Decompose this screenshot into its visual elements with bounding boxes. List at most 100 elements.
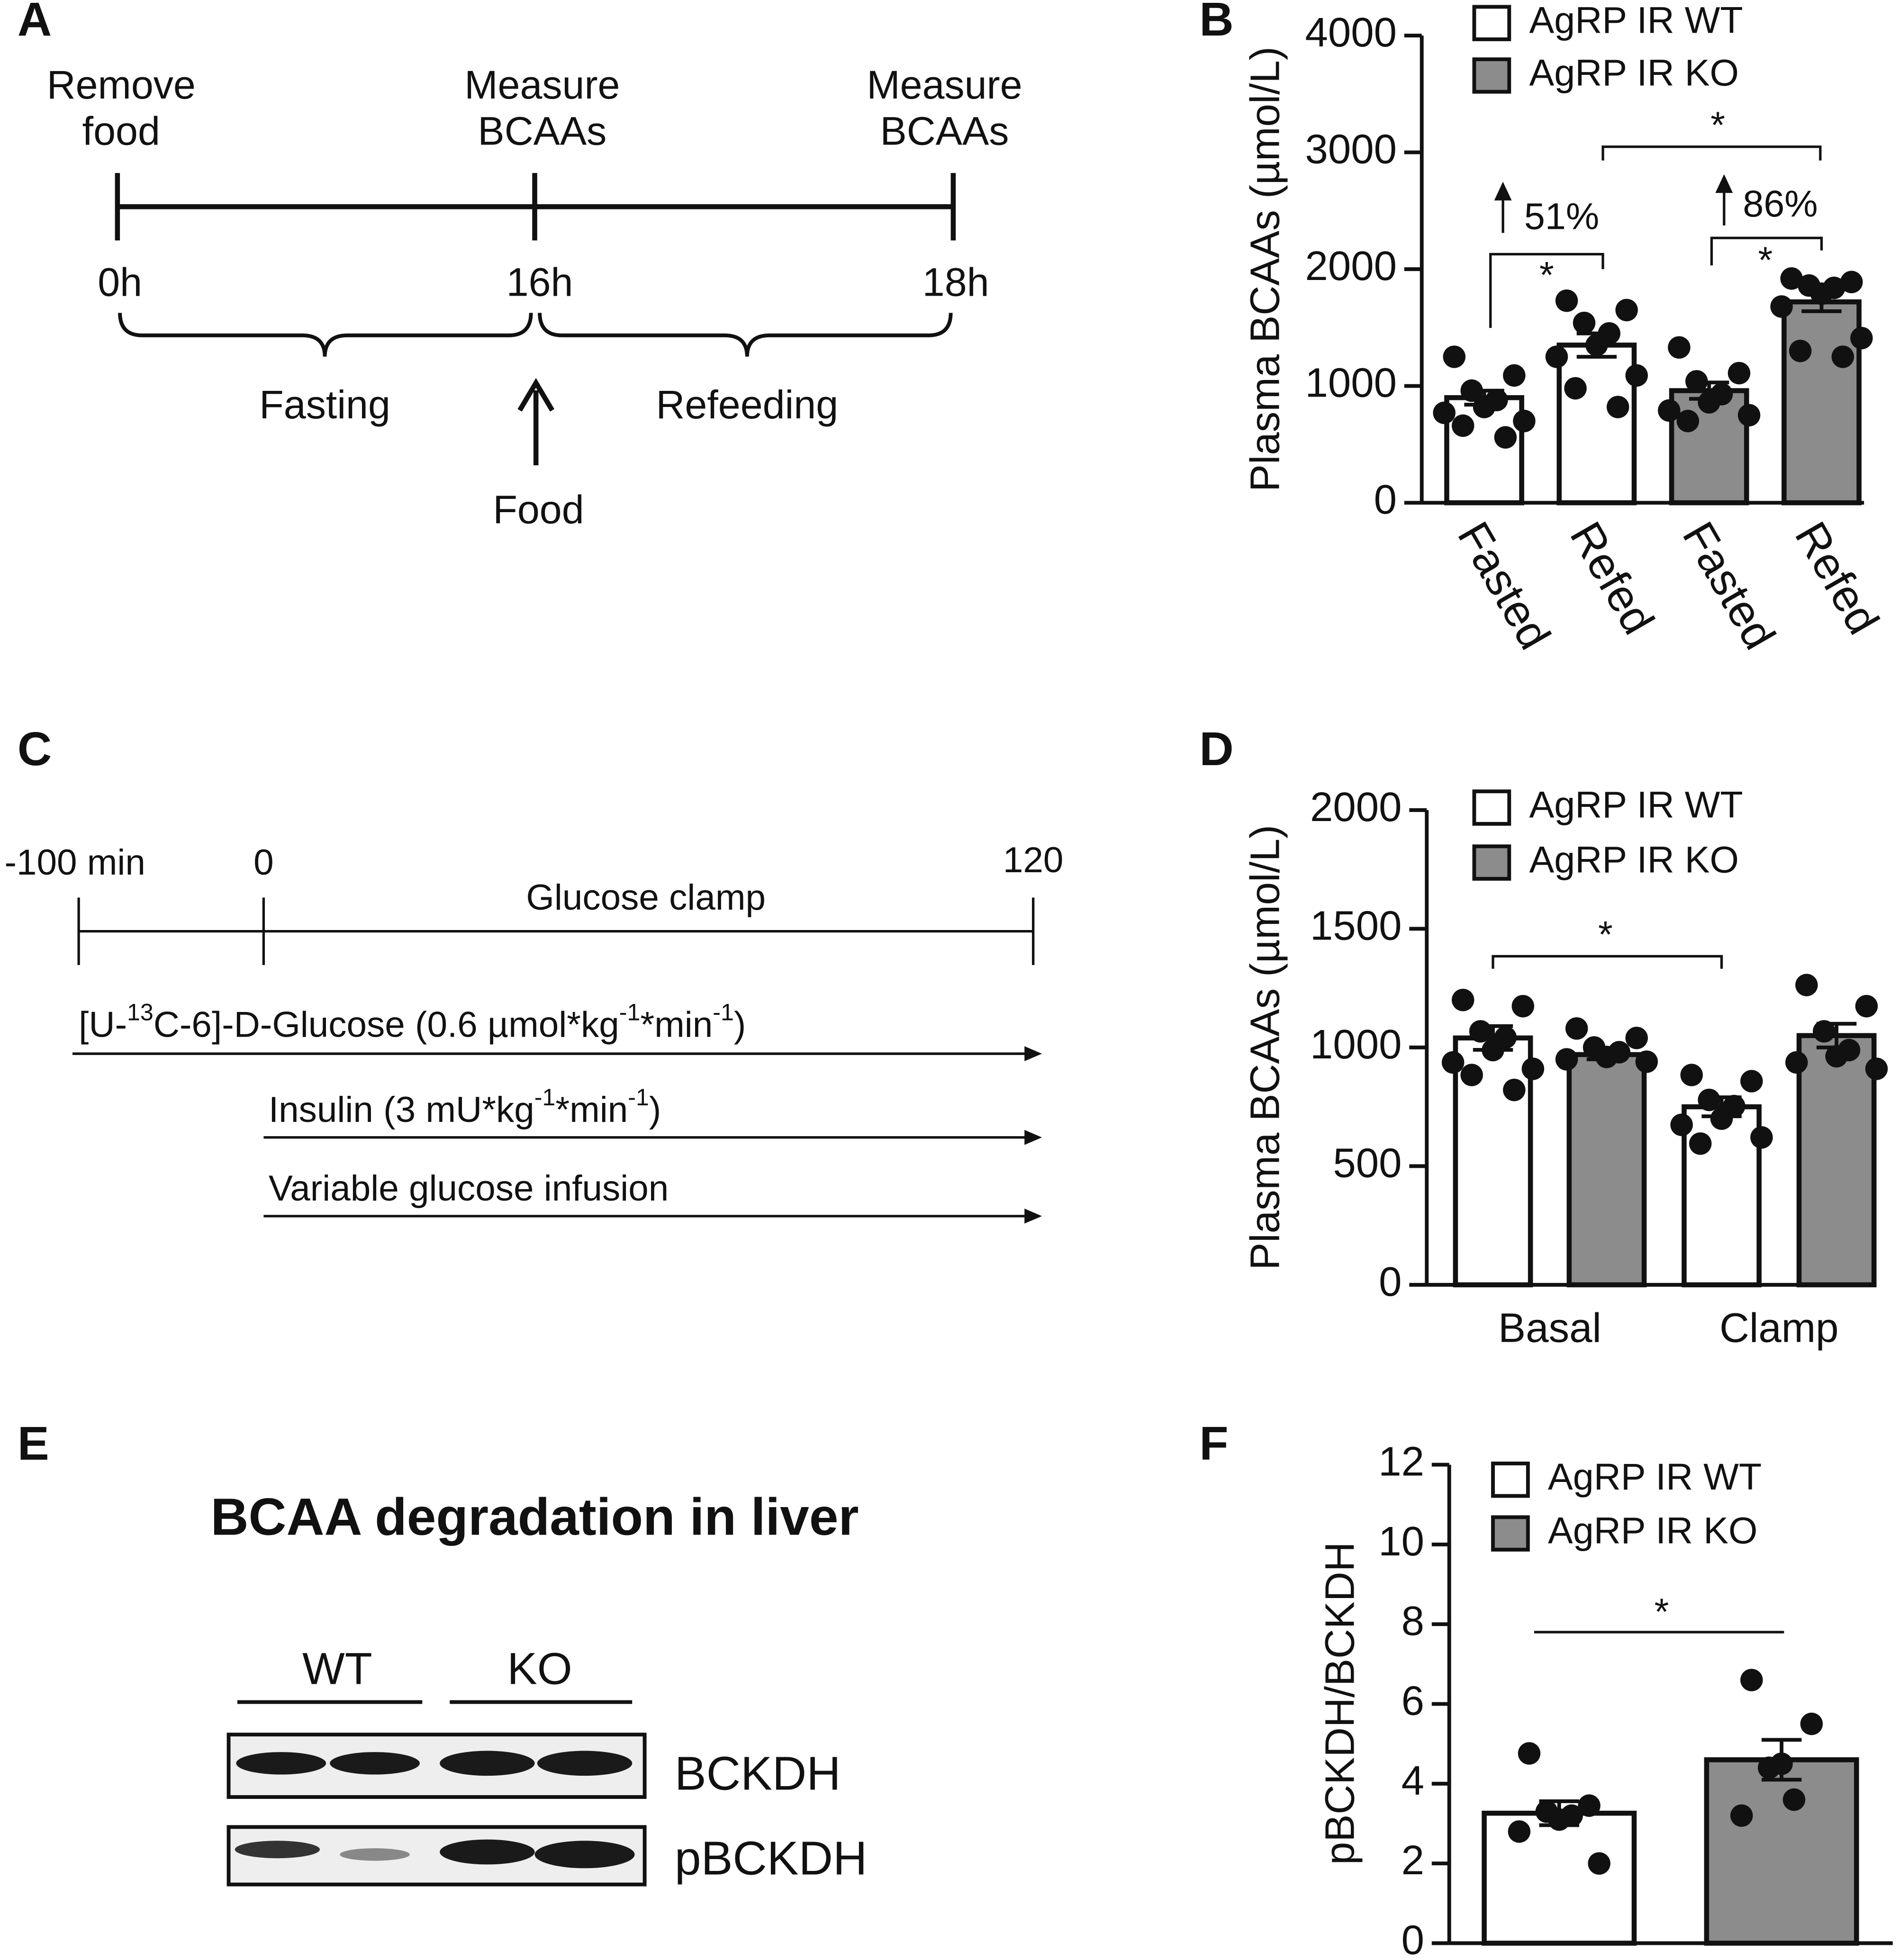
annotation: * — [1539, 253, 1554, 296]
legend-label: AgRP IR KO — [1548, 1509, 1758, 1552]
data-point — [1521, 1057, 1545, 1080]
panel-label: F — [1199, 1417, 1228, 1470]
y-tick-label: 4000 — [1305, 9, 1397, 55]
data-point — [1555, 1048, 1578, 1071]
time-label: 0 — [253, 842, 274, 883]
legend-label: AgRP IR KO — [1529, 839, 1739, 881]
y-tick-label: 12 — [1378, 1439, 1424, 1485]
event-label: BCAAs — [880, 109, 1009, 154]
data-point — [1740, 1669, 1763, 1691]
data-point — [1494, 426, 1517, 449]
timeline-a — [115, 173, 956, 466]
panel-label: A — [18, 0, 52, 46]
data-point — [1865, 1057, 1888, 1080]
phase-label: Refeeding — [656, 382, 839, 427]
data-point — [1635, 1050, 1658, 1073]
data-point — [1503, 364, 1526, 387]
group-label: WT — [302, 1644, 372, 1694]
panel-label: B — [1199, 0, 1233, 46]
arrow-head — [1494, 181, 1512, 201]
bar — [1682, 1104, 1762, 1288]
data-point — [1825, 1045, 1848, 1068]
data-point — [1670, 1113, 1693, 1136]
data-point — [1518, 1742, 1541, 1765]
blot-e: BCAA degradation in liver WT KO BCKDH pB… — [211, 1488, 867, 1887]
legend-label: AgRP IR WT — [1529, 0, 1743, 41]
label-part: ) — [734, 1005, 746, 1045]
data-point — [1795, 974, 1818, 996]
band — [537, 1751, 633, 1776]
legend-label: AgRP IR WT — [1529, 784, 1743, 826]
phase-label: Fasting — [259, 382, 390, 427]
bar — [1556, 343, 1637, 506]
y-tick-label: 2000 — [1310, 784, 1402, 830]
bracket — [1601, 145, 1822, 161]
data-point — [1789, 339, 1812, 362]
band — [236, 1752, 326, 1775]
bracket — [1492, 955, 1723, 969]
data-point — [1606, 396, 1629, 418]
legend-swatch — [1472, 789, 1511, 826]
data-point — [1689, 1132, 1712, 1155]
annotation: 86% — [1743, 182, 1818, 225]
data-point — [1433, 401, 1456, 425]
data-point — [1441, 1051, 1465, 1074]
data-point — [1460, 379, 1483, 402]
data-point — [1813, 1020, 1836, 1043]
data-point — [1840, 271, 1863, 293]
brace — [118, 313, 533, 357]
infusion-label: Variable glucose infusion — [269, 1168, 669, 1209]
annotation: * — [1758, 239, 1772, 281]
protocol-c-labels: -100 min 0 120 Glucose clamp [U-13C-6]-D… — [4, 840, 1063, 1209]
time-label: 120 — [1003, 840, 1064, 880]
data-point — [1511, 994, 1535, 1018]
y-tick-label: 2000 — [1305, 243, 1397, 289]
data-point — [1452, 414, 1474, 437]
blot-title: BCAA degradation in liver — [211, 1488, 859, 1546]
data-point — [1625, 364, 1648, 387]
data-point — [1668, 336, 1691, 359]
event-label: BCAAs — [478, 109, 606, 154]
row-label: pBCKDH — [675, 1832, 867, 1885]
y-tick-label: 1000 — [1310, 1021, 1402, 1067]
time-label: -100 min — [4, 842, 145, 883]
data-point — [1831, 345, 1854, 368]
bar — [1781, 299, 1862, 506]
data-point — [1730, 1804, 1753, 1827]
y-tick-label: 4 — [1402, 1758, 1424, 1804]
arrow-label: Food — [493, 488, 584, 532]
label-part: -1 — [534, 1084, 556, 1111]
data-point — [1595, 1046, 1618, 1068]
legend-swatch — [1472, 5, 1511, 41]
y-axis-label: pBCKDH/BCKDH — [1317, 1542, 1363, 1865]
label-part: 13 — [127, 999, 154, 1026]
data-point — [1737, 404, 1761, 427]
time-label: 0h — [98, 260, 142, 305]
data-point — [1782, 1788, 1806, 1811]
data-point — [1555, 289, 1578, 312]
brace — [538, 313, 953, 357]
data-point — [1578, 1794, 1601, 1817]
y-tick-label: 0 — [1379, 1259, 1402, 1305]
label-part: ) — [649, 1090, 661, 1130]
annotation: * — [1655, 1590, 1669, 1633]
y-tick-label: 3000 — [1305, 126, 1397, 172]
label-part: [U- — [79, 1005, 127, 1045]
data-point — [1508, 1820, 1531, 1843]
arrow-head — [1024, 1209, 1042, 1224]
event-label: Measure — [867, 63, 1022, 107]
protocol-c — [72, 897, 1042, 1224]
x-tick-label: Basal — [1498, 1305, 1601, 1351]
y-tick-label: 6 — [1402, 1678, 1424, 1724]
band — [440, 1751, 535, 1776]
legend-label: AgRP IR WT — [1548, 1455, 1762, 1498]
y-tick-label: 2 — [1402, 1837, 1424, 1883]
data-point — [1785, 1051, 1808, 1074]
bar — [1704, 1757, 1859, 1946]
y-tick-label: 1000 — [1305, 360, 1397, 406]
data-point — [1503, 1078, 1526, 1102]
label-part: *min — [640, 1005, 713, 1045]
arrow-head — [1024, 1129, 1042, 1145]
data-point — [1810, 282, 1833, 305]
data-point — [1482, 1039, 1504, 1062]
